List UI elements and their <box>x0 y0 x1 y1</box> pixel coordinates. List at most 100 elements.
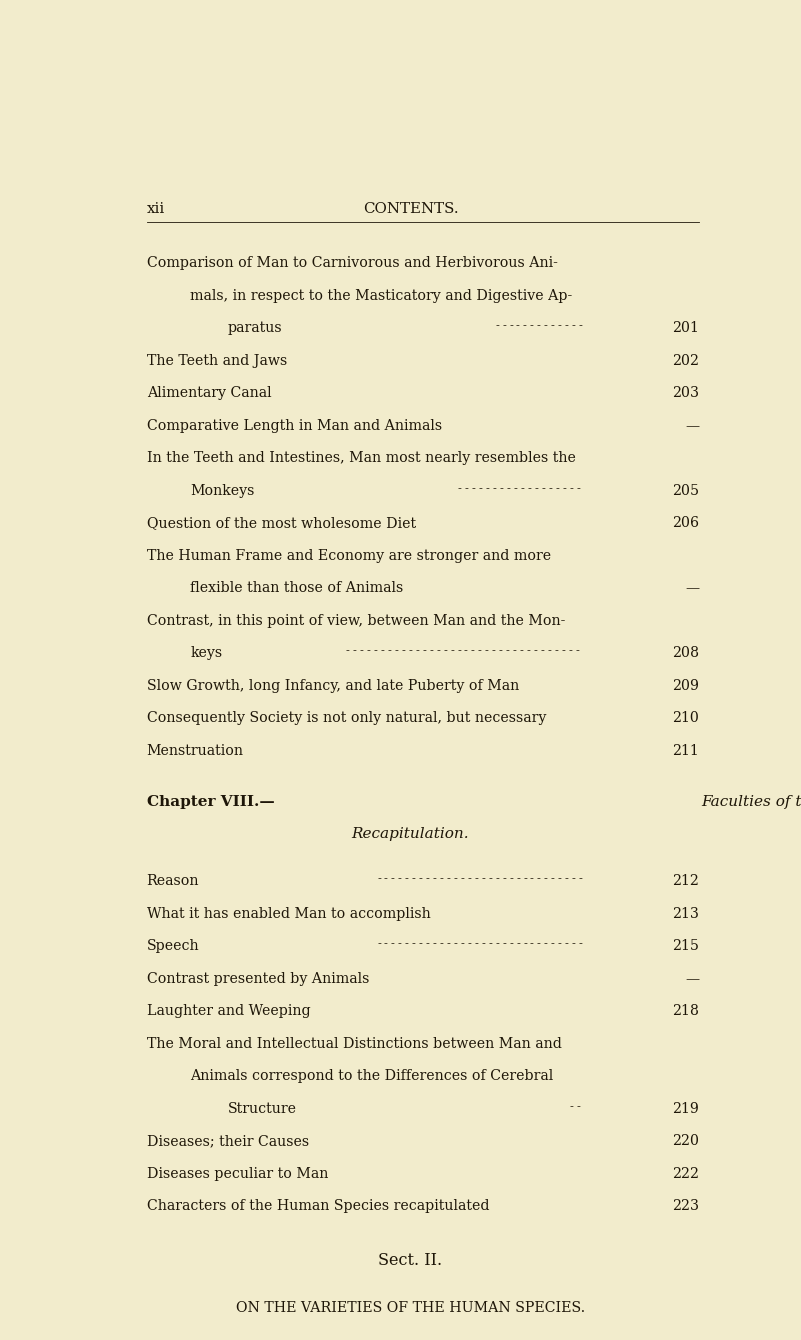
Text: -: - <box>474 872 478 886</box>
Text: Faculties of the Mind—Speech—Diseases.: Faculties of the Mind—Speech—Diseases. <box>701 795 801 809</box>
Text: -: - <box>537 872 541 886</box>
Text: -: - <box>360 645 364 657</box>
Text: -: - <box>578 937 582 950</box>
Text: Slow Growth, long Infancy, and late Puberty of Man: Slow Growth, long Infancy, and late Pube… <box>147 679 519 693</box>
Text: 220: 220 <box>672 1135 699 1148</box>
Text: -: - <box>505 645 509 657</box>
Text: -: - <box>479 481 482 494</box>
Text: -: - <box>461 872 465 886</box>
Text: -: - <box>478 645 481 657</box>
Text: -: - <box>437 645 440 657</box>
Text: 201: 201 <box>672 322 699 335</box>
Text: -: - <box>429 645 433 657</box>
Text: -: - <box>489 872 492 886</box>
Text: -: - <box>474 937 478 950</box>
Text: -: - <box>551 872 555 886</box>
Text: -: - <box>409 645 413 657</box>
Text: -: - <box>551 937 555 950</box>
Text: Consequently Society is not only natural, but necessary: Consequently Society is not only natural… <box>147 712 546 725</box>
Text: -: - <box>516 872 520 886</box>
Text: -: - <box>565 319 569 332</box>
Text: 206: 206 <box>672 516 699 531</box>
Text: -: - <box>493 481 497 494</box>
Text: -: - <box>472 481 476 494</box>
Text: 209: 209 <box>672 679 699 693</box>
Text: The Moral and Intellectual Distinctions between Man and: The Moral and Intellectual Distinctions … <box>147 1037 562 1051</box>
Text: -: - <box>412 937 416 950</box>
Text: Structure: Structure <box>227 1101 296 1116</box>
Text: Speech: Speech <box>147 939 199 953</box>
Text: —: — <box>685 972 699 986</box>
Text: -: - <box>457 645 461 657</box>
Text: Animals correspond to the Differences of Cerebral: Animals correspond to the Differences of… <box>190 1069 553 1083</box>
Text: -: - <box>495 937 499 950</box>
Text: -: - <box>544 872 548 886</box>
Text: -: - <box>384 937 388 950</box>
Text: -: - <box>405 937 409 950</box>
Text: -: - <box>547 645 551 657</box>
Text: -: - <box>569 481 573 494</box>
Text: -: - <box>537 937 541 950</box>
Text: -: - <box>577 1100 581 1112</box>
Text: 219: 219 <box>672 1101 699 1116</box>
Text: -: - <box>502 319 506 332</box>
Text: -: - <box>422 645 426 657</box>
Text: -: - <box>367 645 371 657</box>
Text: -: - <box>500 481 504 494</box>
Text: —: — <box>685 419 699 433</box>
Text: paratus: paratus <box>227 322 282 335</box>
Text: 218: 218 <box>672 1004 699 1018</box>
Text: -: - <box>578 872 582 886</box>
Text: -: - <box>541 645 545 657</box>
Text: -: - <box>502 937 506 950</box>
Text: Monkeys: Monkeys <box>190 484 255 497</box>
Text: -: - <box>562 481 566 494</box>
Text: -: - <box>554 645 558 657</box>
Text: -: - <box>398 937 402 950</box>
Text: -: - <box>405 872 409 886</box>
Text: -: - <box>352 645 356 657</box>
Text: -: - <box>391 937 395 950</box>
Text: -: - <box>485 481 489 494</box>
Text: -: - <box>481 937 485 950</box>
Text: -: - <box>572 319 575 332</box>
Text: -: - <box>509 872 513 886</box>
Text: -: - <box>492 645 496 657</box>
Text: 208: 208 <box>672 646 699 661</box>
Text: -: - <box>568 645 572 657</box>
Text: -: - <box>516 319 520 332</box>
Text: -: - <box>537 319 541 332</box>
Text: -: - <box>527 481 531 494</box>
Text: -: - <box>453 872 457 886</box>
Text: 212: 212 <box>672 874 699 888</box>
Text: -: - <box>468 872 471 886</box>
Text: -: - <box>440 872 444 886</box>
Text: -: - <box>377 937 381 950</box>
Text: -: - <box>471 645 475 657</box>
Text: -: - <box>521 481 525 494</box>
Text: -: - <box>419 937 423 950</box>
Text: -: - <box>425 872 429 886</box>
Text: -: - <box>575 645 579 657</box>
Text: -: - <box>506 481 510 494</box>
Text: 213: 213 <box>672 907 699 921</box>
Text: -: - <box>533 645 537 657</box>
Text: -: - <box>465 481 469 494</box>
Text: -: - <box>570 1100 574 1112</box>
Text: -: - <box>572 872 576 886</box>
Text: -: - <box>557 937 562 950</box>
Text: -: - <box>391 872 395 886</box>
Text: -: - <box>576 481 580 494</box>
Text: -: - <box>534 481 538 494</box>
Text: 202: 202 <box>672 354 699 367</box>
Text: -: - <box>346 645 350 657</box>
Text: -: - <box>502 872 506 886</box>
Text: -: - <box>516 937 520 950</box>
Text: Reason: Reason <box>147 874 199 888</box>
Text: -: - <box>398 872 402 886</box>
Text: Question of the most wholesome Diet: Question of the most wholesome Diet <box>147 516 416 531</box>
Text: -: - <box>468 937 471 950</box>
Text: The Human Frame and Economy are stronger and more: The Human Frame and Economy are stronger… <box>147 549 551 563</box>
Text: -: - <box>450 645 454 657</box>
Text: -: - <box>461 937 465 950</box>
